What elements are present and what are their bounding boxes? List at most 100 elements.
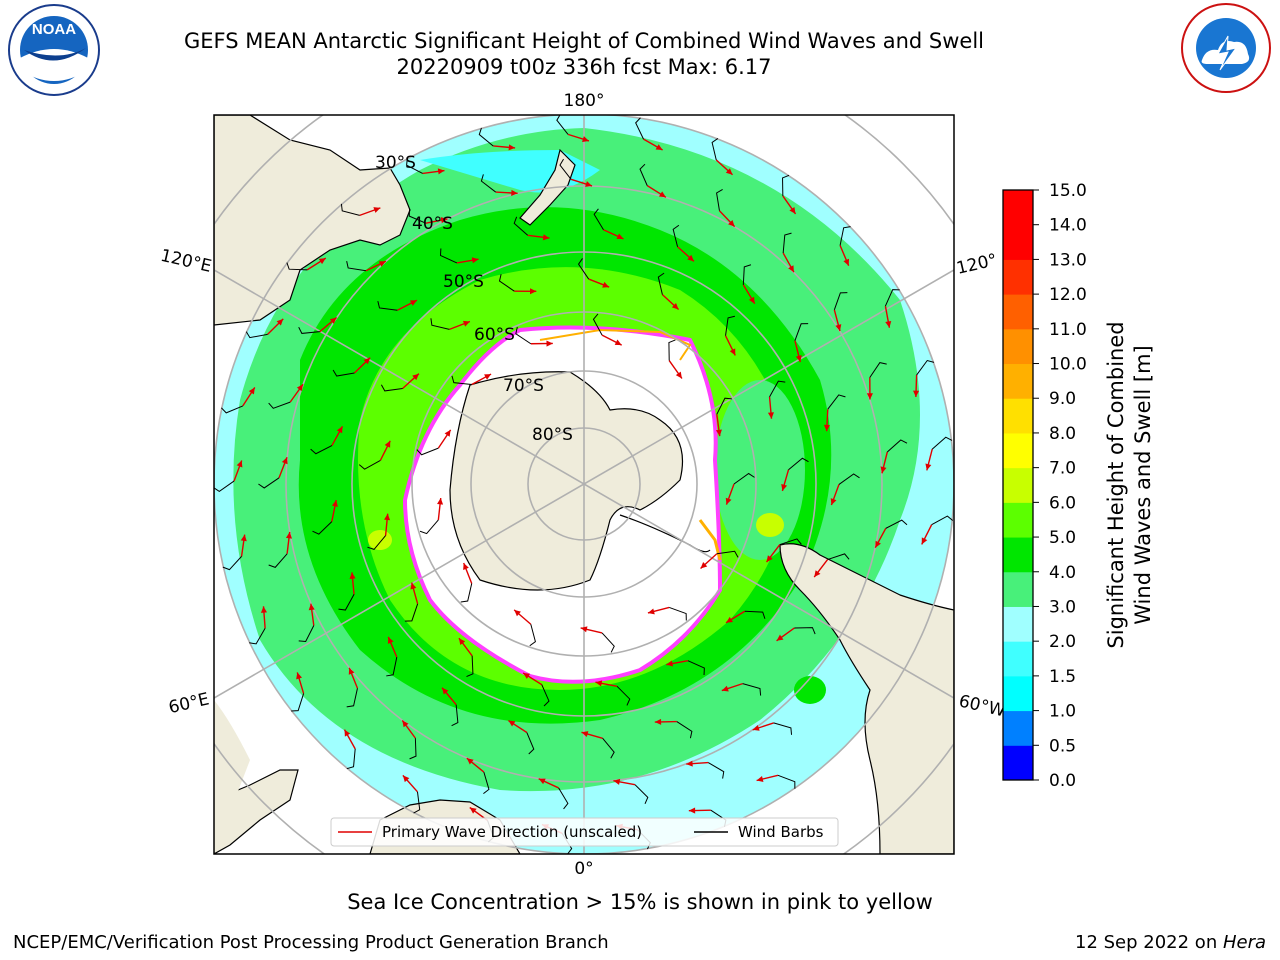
wind-barb [716, 188, 723, 211]
wave-arrow-head [675, 371, 682, 379]
wave-arrow-head [666, 660, 674, 667]
wind-barb [291, 693, 305, 712]
wind-barb [558, 787, 569, 810]
wave-arrow-head [688, 807, 696, 814]
wave-arrow-head [721, 685, 729, 692]
wind-barb [214, 480, 235, 493]
wind-barb [419, 519, 439, 535]
wave-arrow-head [373, 207, 381, 213]
wind-barb [529, 624, 536, 647]
wind-barb [794, 323, 809, 341]
wind-barb [222, 556, 242, 571]
colorbar-segment [1003, 641, 1033, 677]
wave-arrow-head [296, 384, 303, 392]
wave-arrow-head [725, 497, 732, 505]
wind-barb [869, 362, 887, 378]
colorbar-label-line1: Significant Height of Combined [1104, 321, 1128, 648]
wave-arrow-head [614, 339, 622, 346]
wave-arrow-head [462, 320, 470, 327]
wind-barb [258, 477, 280, 489]
lat-label-40s: 40°S [412, 214, 453, 234]
colorbar-segment [1003, 745, 1033, 781]
wind-barb [886, 439, 908, 453]
colorbar-segment [1003, 363, 1033, 399]
wave-arrow-head [329, 317, 337, 324]
wind-barb [480, 174, 496, 193]
colorbar-segment [1003, 328, 1033, 365]
wave-arrow-head [880, 466, 887, 474]
colorbar-tick-label: 1.5 [1049, 667, 1076, 687]
wind-barb [838, 473, 860, 485]
wave-arrow-head [925, 463, 932, 471]
wind-barb [338, 594, 355, 611]
colorbar-tick-label: 6.0 [1049, 493, 1076, 513]
wind-barb [413, 791, 421, 814]
wave-arrow-head [471, 257, 479, 264]
wave-arrow-head [885, 320, 892, 328]
wave-arrow-head [835, 324, 842, 332]
wave-arrow-head [795, 355, 802, 363]
wave-arrow-head [384, 440, 391, 448]
colorbar-tick-label: 15.0 [1049, 181, 1087, 201]
wave-arrow-head [378, 261, 386, 267]
lat-label-70s: 70°S [503, 376, 544, 396]
colorbar-tick-label: 5.0 [1049, 528, 1076, 548]
colorbar-tick-label: 13.0 [1049, 250, 1087, 270]
lat-label-30s: 30°S [375, 153, 416, 173]
wind-barb [716, 397, 732, 415]
sea-ice-note: Sea Ice Concentration > 15% is shown in … [347, 890, 933, 914]
wave-arrow-head [384, 513, 391, 521]
south-america-land [779, 543, 954, 854]
wave-arrow-head [830, 498, 837, 506]
wind-barb [268, 401, 291, 409]
wind-barb [312, 521, 333, 535]
wind-barb [744, 610, 766, 619]
wave-arrow-head [725, 616, 733, 623]
wind-barb [669, 606, 687, 621]
wind-barb [593, 208, 604, 231]
wind-barb [346, 261, 367, 272]
wind-barb [779, 538, 802, 546]
wave-arrow-head [349, 572, 356, 579]
madagascar-land [214, 769, 299, 854]
wave-arrow-head [276, 318, 284, 326]
lat-label-60s: 60°S [474, 325, 515, 345]
colorbar-tick-label: 8.0 [1049, 424, 1076, 444]
colorbar-tick-label: 12.0 [1049, 285, 1087, 305]
wave-arrow-head [508, 720, 516, 727]
wind-barb [460, 583, 473, 603]
wind-barb [346, 748, 356, 770]
colorbar-segment [1003, 571, 1033, 607]
wave-arrow-head [402, 775, 410, 783]
colorbar-segment [1003, 675, 1033, 712]
wave-arrow-head [654, 718, 662, 725]
wind-barb [782, 232, 792, 254]
wind-barb [439, 248, 458, 264]
wave-arrow-head [581, 731, 589, 737]
colorbar-segment [1003, 398, 1033, 434]
wind-barb [782, 174, 790, 196]
wind-barb [483, 771, 490, 795]
wind-barb [833, 292, 848, 310]
wave-arrow-head [344, 729, 351, 737]
wind-barb [478, 127, 494, 147]
wind-barb [358, 459, 381, 470]
nws-logo [1181, 3, 1271, 93]
wind-barb [788, 457, 809, 471]
lat-label-50s: 50°S [443, 272, 484, 292]
wave-arrow-head [687, 254, 695, 262]
wind-barb [340, 203, 360, 216]
wave-arrow-head [814, 570, 821, 578]
wave-arrow-head [260, 606, 267, 613]
colorbar-segment [1003, 224, 1033, 260]
wind-barb [332, 369, 355, 377]
australia-land [214, 115, 411, 326]
colorbar-segment [1003, 432, 1033, 469]
wind-barb [657, 272, 665, 295]
colorbar-tick-label: 14.0 [1049, 216, 1087, 236]
footer-host: Hera [1222, 932, 1266, 953]
wind-barb [268, 553, 288, 568]
wind-barb [408, 209, 427, 224]
wave-arrow-head [484, 374, 492, 380]
wave-arrow-head [514, 609, 521, 617]
